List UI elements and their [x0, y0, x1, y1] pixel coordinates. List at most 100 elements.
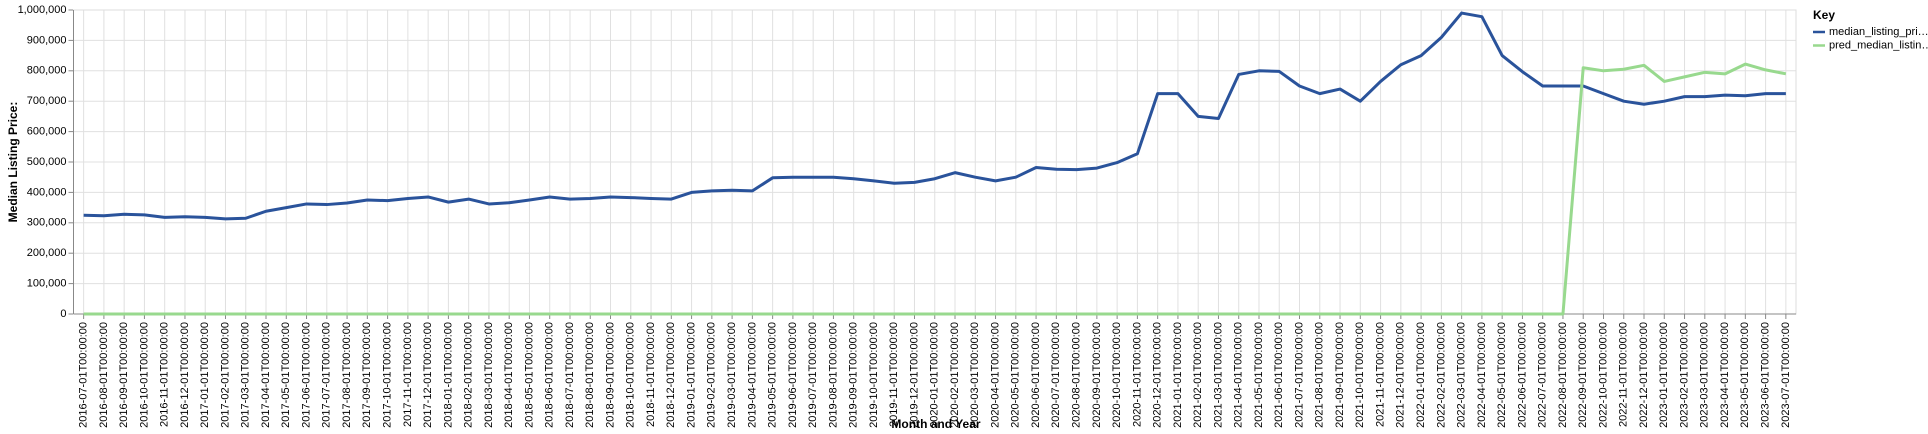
y-axis-title: Median Listing Price: [6, 102, 20, 223]
x-tick-label: 2018-01-01T00:00:00 [442, 322, 454, 428]
x-tick-label: 2021-03-01T00:00:00 [1212, 322, 1224, 428]
x-tick-label: 2017-11-01T00:00:00 [402, 322, 414, 427]
x-tick-label: 2019-07-01T00:00:00 [807, 322, 819, 428]
y-tick-label: 200,000 [27, 247, 67, 259]
x-axis-title: Month and Year [891, 417, 980, 431]
x-tick-label: 2022-08-01T00:00:00 [1557, 322, 1569, 428]
y-tick-label: 600,000 [27, 126, 67, 138]
x-tick-label: 2021-04-01T00:00:00 [1233, 322, 1245, 428]
x-tick-label: 2022-03-01T00:00:00 [1456, 322, 1468, 428]
x-tick-label: 2021-08-01T00:00:00 [1314, 322, 1326, 428]
x-tick-label: 2019-08-01T00:00:00 [827, 322, 839, 428]
x-tick-label: 2018-11-01T00:00:00 [645, 322, 657, 427]
x-tick-label: 2020-08-01T00:00:00 [1071, 322, 1083, 428]
y-tick-label: 900,000 [27, 34, 67, 46]
x-tick-label: 2020-03-01T00:00:00 [969, 322, 981, 428]
x-tick-label: 2020-09-01T00:00:00 [1091, 322, 1103, 428]
x-tick-label: 2019-10-01T00:00:00 [868, 322, 880, 428]
x-tick-label: 2021-02-01T00:00:00 [1192, 322, 1204, 428]
y-tick-label: 700,000 [27, 95, 67, 107]
x-tick-label: 2018-12-01T00:00:00 [665, 322, 677, 428]
x-tick-label: 2022-01-01T00:00:00 [1415, 322, 1427, 428]
x-tick-label: 2021-11-01T00:00:00 [1374, 322, 1386, 427]
x-tick-label: 2016-10-01T00:00:00 [138, 322, 150, 428]
x-tick-label: 2016-07-01T00:00:00 [78, 322, 90, 428]
x-tick-label: 2022-12-01T00:00:00 [1638, 322, 1650, 428]
x-tick-label: 2016-08-01T00:00:00 [98, 322, 110, 428]
x-tick-label: 2020-02-01T00:00:00 [949, 322, 961, 428]
x-tick-label: 2016-11-01T00:00:00 [159, 322, 171, 427]
x-tick-label: 2022-07-01T00:00:00 [1537, 322, 1549, 428]
x-tick-label: 2021-06-01T00:00:00 [1273, 322, 1285, 428]
x-tick-label: 2020-10-01T00:00:00 [1111, 322, 1123, 428]
x-tick-label: 2023-05-01T00:00:00 [1739, 322, 1751, 428]
x-tick-label: 2018-02-01T00:00:00 [463, 322, 475, 428]
x-tick-label: 2017-10-01T00:00:00 [382, 322, 394, 428]
x-tick-label: 2022-05-01T00:00:00 [1496, 322, 1508, 428]
y-tick-label: 800,000 [27, 65, 67, 77]
x-tick-label: 2023-03-01T00:00:00 [1699, 322, 1711, 428]
x-tick-label: 2018-04-01T00:00:00 [503, 322, 515, 428]
y-tick-label: 300,000 [27, 217, 67, 229]
x-tick-label: 2016-12-01T00:00:00 [179, 322, 191, 428]
x-tick-label: 2019-02-01T00:00:00 [706, 322, 718, 428]
x-tick-label: 2018-05-01T00:00:00 [523, 322, 535, 428]
x-tick-label: 2017-01-01T00:00:00 [199, 322, 211, 428]
x-tick-label: 2018-03-01T00:00:00 [483, 322, 495, 428]
y-tick-label: 1,000,000 [18, 4, 67, 16]
x-tick-label: 2019-11-01T00:00:00 [888, 322, 900, 427]
x-tick-label: 2021-09-01T00:00:00 [1334, 322, 1346, 428]
x-tick-label: 2018-09-01T00:00:00 [604, 322, 616, 428]
x-tick-label: 2022-09-01T00:00:00 [1577, 322, 1589, 428]
x-tick-label: 2023-07-01T00:00:00 [1780, 322, 1792, 428]
legend-title: Key [1813, 8, 1835, 22]
y-tick-label: 0 [60, 308, 66, 320]
x-tick-label: 2019-04-01T00:00:00 [746, 322, 758, 428]
x-tick-label: 2018-07-01T00:00:00 [564, 322, 576, 428]
y-tick-label: 500,000 [27, 156, 67, 168]
x-tick-label: 2016-09-01T00:00:00 [118, 322, 130, 428]
x-tick-label: 2017-06-01T00:00:00 [300, 322, 312, 428]
x-tick-label: 2023-01-01T00:00:00 [1658, 322, 1670, 428]
x-tick-label: 2022-11-01T00:00:00 [1618, 322, 1630, 427]
legend-label: pred_median_listin… [1829, 39, 1928, 51]
x-tick-label: 2017-03-01T00:00:00 [240, 322, 252, 428]
x-tick-label: 2022-10-01T00:00:00 [1597, 322, 1609, 428]
x-tick-label: 2021-05-01T00:00:00 [1253, 322, 1265, 428]
x-tick-label: 2019-09-01T00:00:00 [848, 322, 860, 428]
series-line [83, 11, 1786, 221]
x-tick-label: 2018-08-01T00:00:00 [584, 322, 596, 428]
series-line [83, 62, 1787, 316]
y-tick-label: 100,000 [27, 278, 67, 290]
legend-label: median_listing_pri… [1829, 26, 1928, 38]
x-tick-label: 2019-03-01T00:00:00 [726, 322, 738, 428]
x-tick-label: 2020-06-01T00:00:00 [1030, 322, 1042, 428]
x-tick-label: 2020-05-01T00:00:00 [1010, 322, 1022, 428]
x-tick-label: 2021-10-01T00:00:00 [1354, 322, 1366, 428]
x-tick-label: 2017-07-01T00:00:00 [321, 322, 333, 428]
x-tick-label: 2020-04-01T00:00:00 [989, 322, 1001, 428]
x-tick-label: 2020-01-01T00:00:00 [929, 322, 941, 428]
y-tick-label: 400,000 [27, 186, 67, 198]
x-tick-label: 2021-01-01T00:00:00 [1172, 322, 1184, 428]
x-tick-label: 2019-01-01T00:00:00 [685, 322, 697, 428]
x-tick-label: 2019-12-01T00:00:00 [908, 322, 920, 428]
x-tick-label: 2023-02-01T00:00:00 [1678, 322, 1690, 428]
x-tick-label: 2021-12-01T00:00:00 [1395, 322, 1407, 428]
x-tick-label: 2018-06-01T00:00:00 [544, 322, 556, 428]
x-tick-label: 2017-09-01T00:00:00 [361, 322, 373, 428]
x-tick-label: 2017-08-01T00:00:00 [341, 322, 353, 428]
x-tick-label: 2021-07-01T00:00:00 [1293, 322, 1305, 428]
x-tick-label: 2020-11-01T00:00:00 [1131, 322, 1143, 427]
x-tick-label: 2017-12-01T00:00:00 [422, 322, 434, 428]
x-tick-label: 2017-05-01T00:00:00 [280, 322, 292, 428]
x-tick-label: 2022-02-01T00:00:00 [1435, 322, 1447, 428]
x-tick-label: 2020-07-01T00:00:00 [1050, 322, 1062, 428]
x-tick-label: 2017-04-01T00:00:00 [260, 322, 272, 428]
x-tick-label: 2018-10-01T00:00:00 [625, 322, 637, 428]
x-tick-label: 2022-06-01T00:00:00 [1516, 322, 1528, 428]
x-tick-label: 2017-02-01T00:00:00 [219, 322, 231, 428]
x-tick-label: 2023-04-01T00:00:00 [1719, 322, 1731, 428]
